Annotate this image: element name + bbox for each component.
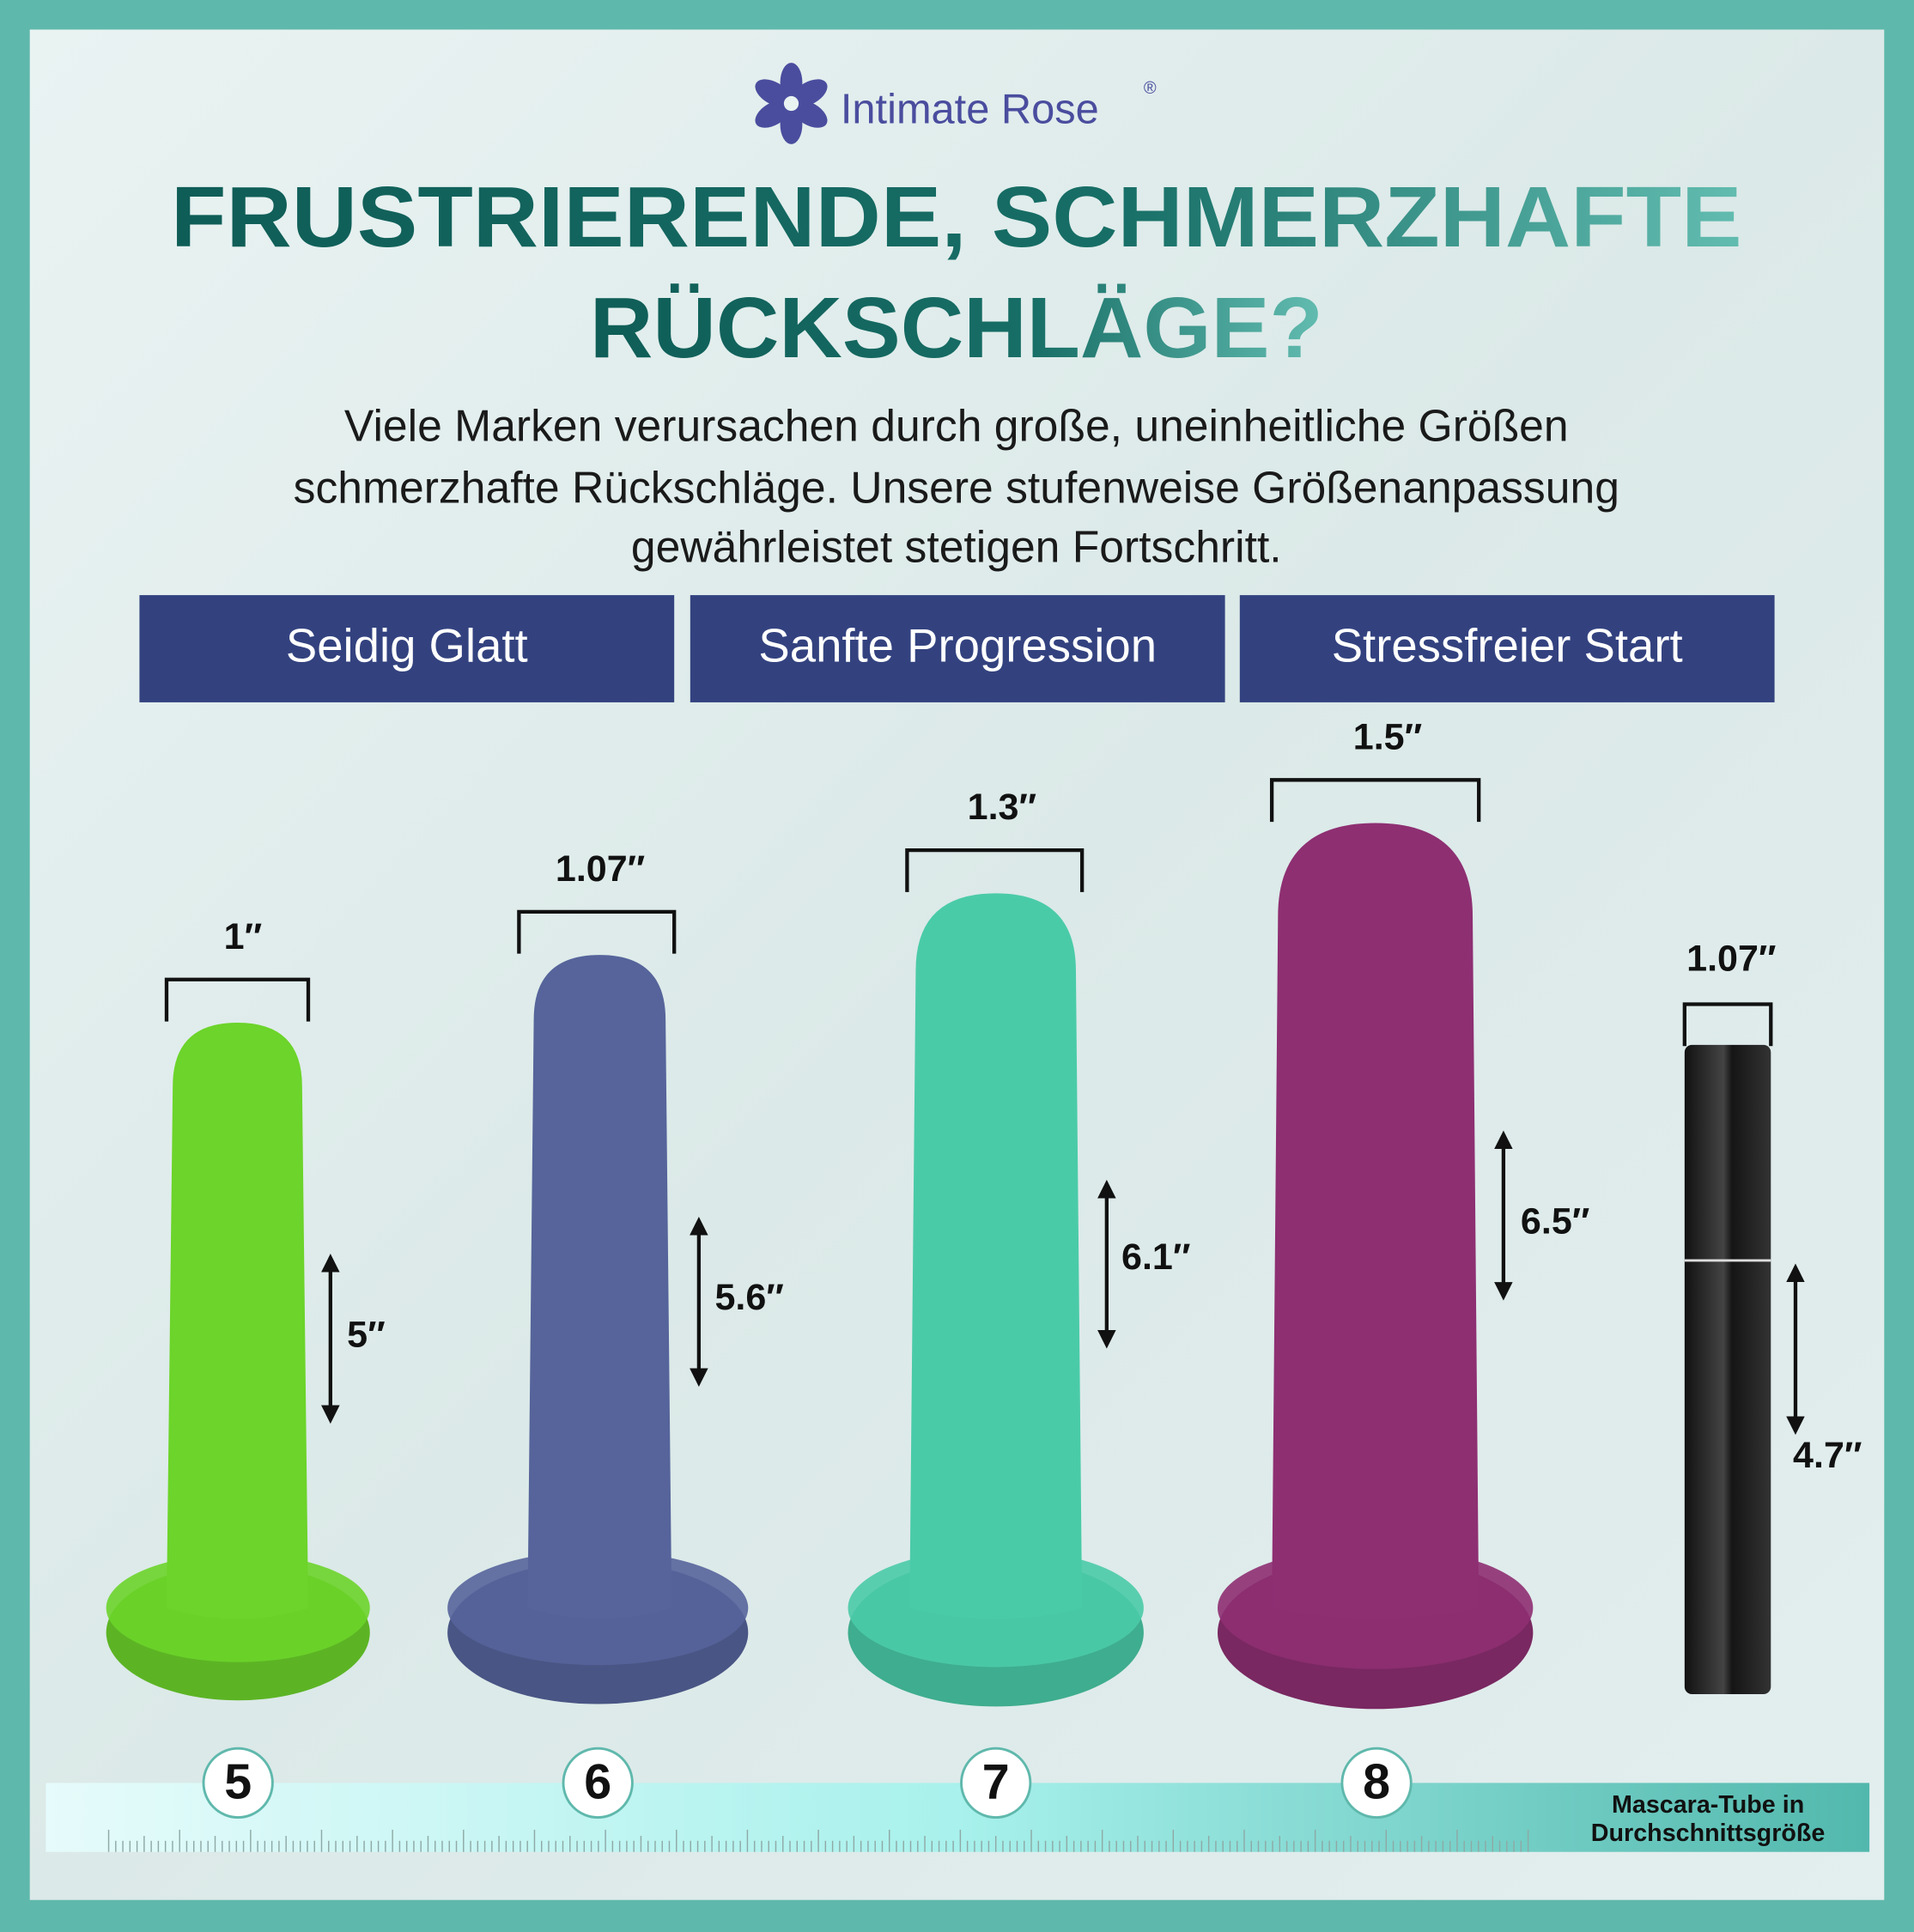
feature-box (1239, 595, 1775, 702)
headline: RÜCKSCHLÄGE? (590, 280, 1323, 376)
width-bracket (164, 977, 311, 1022)
length-label: 5.6″ (714, 1277, 783, 1318)
feature-label: Sanfte Progression (758, 620, 1157, 672)
width-label: 1.07″ (556, 848, 645, 890)
size-label: 6 (584, 1754, 611, 1809)
subtitle: gewährleistet stetigen Fortschritt. (631, 521, 1282, 571)
brand: Intimate Rose (841, 86, 1099, 132)
width-bracket (517, 909, 677, 954)
mascara-caption: Durchschnittsgröße (1591, 1820, 1826, 1847)
feature-label: Seidig Glatt (286, 620, 528, 672)
width-label: 1.5″ (1353, 716, 1422, 757)
size-badge (1340, 1747, 1413, 1819)
size-label: 5 (224, 1754, 252, 1809)
width-label: 1.3″ (968, 787, 1036, 828)
subtitle: schmerzhafte Rückschläge. Unsere stufenw… (294, 462, 1619, 512)
feature-label: Stressfreier Start (1332, 620, 1683, 672)
mascara-tube (1684, 1044, 1771, 1695)
headline: FRUSTRIERENDE, SCHMERZHAFTE (171, 169, 1742, 265)
product-body (909, 893, 1083, 1619)
ruler-ticks (107, 1829, 1529, 1852)
ruler (46, 1783, 1870, 1852)
length-label: 6.5″ (1521, 1200, 1589, 1242)
brand-mark: ® (1144, 79, 1157, 98)
width-bracket (1682, 1002, 1773, 1047)
width-bracket (905, 848, 1085, 892)
width-label: 1″ (224, 916, 263, 957)
size-badge (562, 1747, 634, 1819)
size-label: 7 (982, 1754, 1010, 1809)
width-bracket (1269, 778, 1481, 823)
product-body (166, 1023, 308, 1619)
logo-icon (755, 63, 828, 144)
size-badge (202, 1747, 274, 1819)
product-body (1272, 823, 1480, 1619)
mascara-caption: Mascara-Tube in (1612, 1791, 1804, 1819)
feature-box (139, 595, 675, 702)
feature-box (690, 595, 1225, 702)
length-label: 6.1″ (1121, 1236, 1190, 1278)
length-label: 4.7″ (1793, 1435, 1862, 1476)
product-body (527, 955, 672, 1619)
length-label: 5″ (347, 1314, 386, 1355)
width-label: 1.07″ (1686, 939, 1776, 980)
subtitle: Viele Marken verursachen durch große, un… (344, 401, 1569, 451)
size-badge (960, 1747, 1032, 1819)
size-label: 8 (1363, 1754, 1390, 1809)
